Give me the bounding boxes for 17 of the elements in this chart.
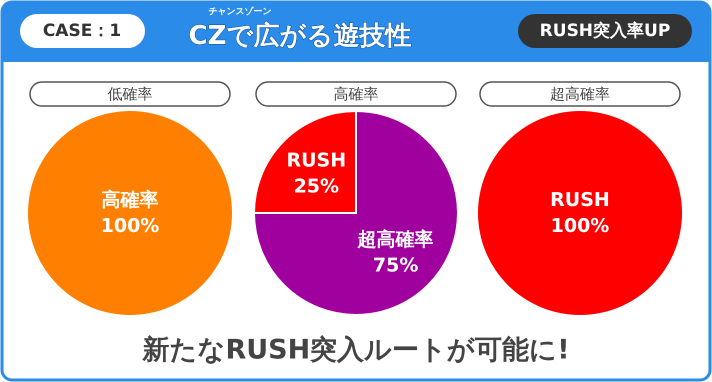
slice-label: 超高確率 [356,228,434,251]
slice-label: RUSH [286,149,346,172]
text: CZで広がる遊技性 [188,21,412,51]
text: チャンスゾーン [208,6,272,17]
pie-slice [253,110,459,316]
chart-title: 高確率 [334,85,378,103]
data-label: 25% [294,175,340,198]
text: 新たなRUSH突入ルートが可能に! [141,334,570,366]
data-label: 100% [100,215,160,237]
chart-title: 超高確率 [550,85,610,103]
text: RUSH突入率UP [540,21,670,41]
data-label: 100% [550,215,610,237]
slice-label: RUSH [550,189,610,211]
text: CASE：1 [42,21,122,41]
data-label: 75% [372,254,418,277]
chart-title: 低確率 [108,85,152,103]
slice-label: 高確率 [102,189,158,211]
